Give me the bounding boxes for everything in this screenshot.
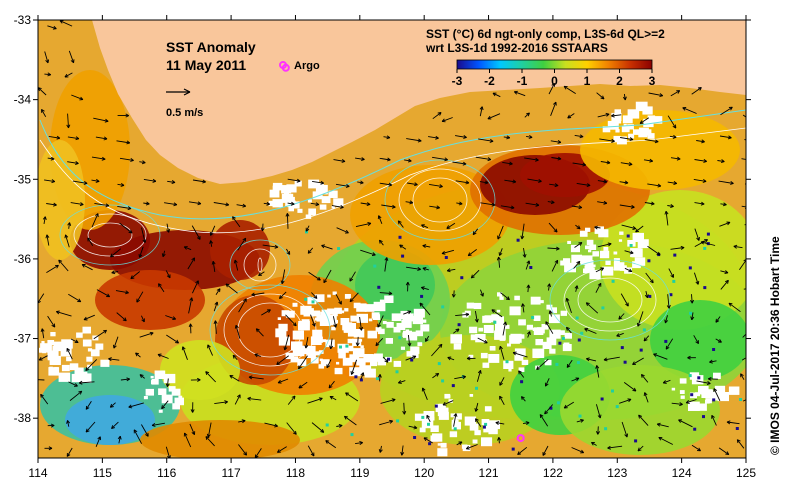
scale-label: 0.5 m/s [166, 107, 203, 119]
colorbar-tick-label: -2 [484, 74, 495, 88]
map-title: SST Anomaly [166, 39, 256, 55]
x-tick-label: 119 [350, 466, 369, 480]
colorbar-tick-label: 3 [649, 74, 656, 88]
argo-legend: Argo [279, 60, 320, 72]
product-line-1: SST (°C) 6d ngt-only comp, L3S-6d QL>=2 [426, 27, 665, 41]
colorbar-tick-label: -1 [517, 74, 528, 88]
plot-frame [37, 19, 747, 459]
argo-legend-marker [279, 61, 287, 69]
argo-float-marker [516, 434, 525, 443]
x-tick-label: 123 [607, 466, 627, 480]
y-tick-label: -36 [14, 252, 32, 266]
y-axis: -33-34-35-36-37-38 [14, 13, 751, 425]
x-axis: 114 115 116 117 118 119 120 121 122 123 124 125 [28, 15, 756, 480]
x-tick-label: 121 [479, 466, 499, 480]
x-tick-label: 115 [93, 466, 112, 480]
x-tick-label: 120 [414, 466, 434, 480]
velocity-scale: 0.5 m/s [166, 88, 203, 119]
x-tick-label: 114 [28, 466, 47, 480]
y-tick-label: -34 [14, 93, 32, 107]
credit-text: © IMOS 04-Jul-2017 20:36 Hobart Time [768, 236, 782, 455]
x-tick-label: 122 [543, 466, 563, 480]
colorbar-tick-label: 2 [616, 74, 623, 88]
no-data-speckle [39, 101, 743, 457]
colorbar-tick-label: 0 [551, 74, 558, 88]
colorbar-tick-label: -3 [452, 74, 463, 88]
y-tick-label: -35 [14, 172, 32, 186]
x-tick-label: 116 [157, 466, 176, 480]
product-line-2: wrt L3S-1d 1992-2016 SSTAARS [425, 41, 608, 55]
argo-legend-label: Argo [294, 60, 320, 72]
y-tick-label: -38 [14, 411, 32, 425]
map-date: 11 May 2011 [166, 57, 246, 73]
colorbar: -3 -2 -1 0 1 2 3 [452, 59, 656, 88]
colorbar-strip [456, 59, 653, 70]
colorbar-tick-label: 1 [584, 74, 591, 88]
y-tick-label: -37 [14, 332, 32, 346]
current-vectors [38, 20, 746, 458]
colorbar-ticks: -3 -2 -1 0 1 2 3 [452, 69, 656, 88]
x-tick-label: 125 [736, 466, 756, 480]
scale-arrow-head [183, 88, 191, 96]
x-tick-label: 118 [286, 466, 305, 480]
y-tick-label: -33 [14, 13, 32, 27]
x-tick-label: 124 [672, 466, 692, 480]
anomaly-patches [38, 70, 746, 458]
x-tick-label: 117 [222, 466, 241, 480]
